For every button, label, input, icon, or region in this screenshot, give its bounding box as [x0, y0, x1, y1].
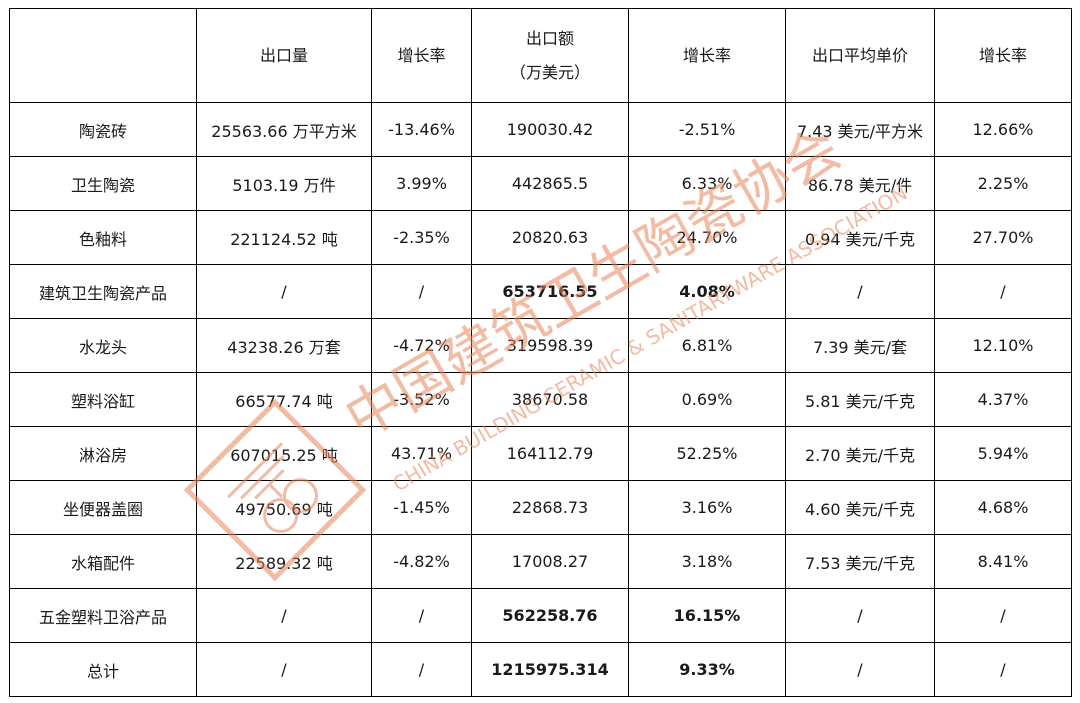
cell-price-growth: 2.25%	[934, 156, 1072, 211]
cell-volume-growth: 43.71%	[371, 426, 472, 481]
cell-volume-growth: -13.46%	[371, 102, 472, 157]
cell-export-volume: 5103.19 万件	[196, 156, 372, 211]
cell-export-value: 562258.76	[471, 588, 629, 643]
cell-export-value: 38670.58	[471, 372, 629, 427]
cell-row-name: 塑料浴缸	[9, 372, 197, 427]
cell-export-value: 442865.5	[471, 156, 629, 211]
cell-volume-growth: -1.45%	[371, 480, 472, 535]
cell-avg-price: 2.70 美元/千克	[785, 426, 935, 481]
cell-row-name: 淋浴房	[9, 426, 197, 481]
table-row: 淋浴房 607015.25 吨 43.71% 164112.79 52.25% 2.70 …	[9, 426, 1072, 481]
header-export-value-unit: （万美元）	[509, 62, 590, 82]
cell-price-growth: 27.70%	[934, 210, 1072, 265]
cell-export-volume: /	[196, 264, 372, 319]
cell-price-growth: 4.37%	[934, 372, 1072, 427]
cell-avg-price: 7.53 美元/千克	[785, 534, 935, 589]
cell-row-name: 色釉料	[9, 210, 197, 265]
cell-price-growth: 12.66%	[934, 102, 1072, 157]
cell-row-name: 坐便器盖圈	[9, 480, 197, 535]
cell-value-growth: 9.33%	[628, 642, 786, 697]
cell-export-value: 17008.27	[471, 534, 629, 589]
cell-value-growth: 3.18%	[628, 534, 786, 589]
table-row: 总计 //1215975.314 9.33% / /	[9, 642, 1072, 697]
cell-export-value: 164112.79	[471, 426, 629, 481]
cell-export-value: 22868.73	[471, 480, 629, 535]
cell-row-name: 建筑卫生陶瓷产品	[9, 264, 197, 319]
cell-value-growth: 3.16%	[628, 480, 786, 535]
cell-row-name: 五金塑料卫浴产品	[9, 588, 197, 643]
cell-avg-price: 7.39 美元/套	[785, 318, 935, 373]
cell-row-name: 水箱配件	[9, 534, 197, 589]
table-row: 水箱配件 22589.32 吨 -4.82% 17008.27 3.18% 7.53 美元…	[9, 534, 1072, 589]
header-avg-price: 出口平均单价	[785, 8, 935, 103]
header-value-growth: 增长率	[628, 8, 786, 103]
cell-export-value: 1215975.314	[471, 642, 629, 697]
header-export-value: 出口额 （万美元）	[471, 8, 629, 103]
cell-value-growth: 4.08%	[628, 264, 786, 319]
cell-export-volume: /	[196, 588, 372, 643]
cell-export-value: 319598.39	[471, 318, 629, 373]
cell-export-volume: 49750.69 吨	[196, 480, 372, 535]
cell-export-volume: 22589.32 吨	[196, 534, 372, 589]
cell-row-name: 陶瓷砖	[9, 102, 197, 157]
table-row: 建筑卫生陶瓷产品 //653716.55 4.08% / /	[9, 264, 1072, 319]
table-row: 坐便器盖圈 49750.69 吨 -1.45% 22868.73 3.16% 4.60 美…	[9, 480, 1072, 535]
cell-price-growth: 4.68%	[934, 480, 1072, 535]
cell-row-name: 卫生陶瓷	[9, 156, 197, 211]
cell-volume-growth: /	[371, 642, 472, 697]
cell-avg-price: /	[785, 264, 935, 319]
export-table: 出口量 增长率 出口额 （万美元） 增长率 出口平均单价 增长率 陶瓷砖 2556…	[9, 8, 1072, 697]
cell-avg-price: 86.78 美元/件	[785, 156, 935, 211]
cell-avg-price: /	[785, 642, 935, 697]
cell-export-value: 190030.42	[471, 102, 629, 157]
cell-volume-growth: /	[371, 588, 472, 643]
cell-value-growth: 6.33%	[628, 156, 786, 211]
cell-volume-growth: 3.99%	[371, 156, 472, 211]
header-export-volume: 出口量	[196, 8, 372, 103]
table-row: 色釉料 221124.52 吨 -2.35% 20820.63 24.70% 0.94 美…	[9, 210, 1072, 265]
cell-volume-growth: /	[371, 264, 472, 319]
table-row: 五金塑料卫浴产品 //562258.76 16.15% / /	[9, 588, 1072, 643]
cell-volume-growth: -3.52%	[371, 372, 472, 427]
cell-export-volume: 66577.74 吨	[196, 372, 372, 427]
table-row: 塑料浴缸 66577.74 吨 -3.52% 38670.58 0.69% 5.81 美元…	[9, 372, 1072, 427]
cell-value-growth: 16.15%	[628, 588, 786, 643]
cell-volume-growth: -2.35%	[371, 210, 472, 265]
table-header-row: 出口量 增长率 出口额 （万美元） 增长率 出口平均单价 增长率	[9, 8, 1072, 103]
cell-export-volume: 607015.25 吨	[196, 426, 372, 481]
cell-row-name: 总计	[9, 642, 197, 697]
cell-export-volume: /	[196, 642, 372, 697]
cell-avg-price: 5.81 美元/千克	[785, 372, 935, 427]
cell-export-volume: 43238.26 万套	[196, 318, 372, 373]
cell-price-growth: 5.94%	[934, 426, 1072, 481]
table-row: 陶瓷砖 25563.66 万平方米 -13.46% 190030.42 -2.51% 7.…	[9, 102, 1072, 157]
cell-avg-price: /	[785, 588, 935, 643]
cell-export-value: 653716.55	[471, 264, 629, 319]
cell-avg-price: 4.60 美元/千克	[785, 480, 935, 535]
cell-value-growth: 52.25%	[628, 426, 786, 481]
cell-export-volume: 25563.66 万平方米	[196, 102, 372, 157]
header-price-growth: 增长率	[934, 8, 1072, 103]
cell-avg-price: 0.94 美元/千克	[785, 210, 935, 265]
cell-volume-growth: -4.82%	[371, 534, 472, 589]
cell-volume-growth: -4.72%	[371, 318, 472, 373]
cell-value-growth: -2.51%	[628, 102, 786, 157]
cell-avg-price: 7.43 美元/平方米	[785, 102, 935, 157]
header-blank	[9, 8, 197, 103]
cell-price-growth: 8.41%	[934, 534, 1072, 589]
cell-row-name: 水龙头	[9, 318, 197, 373]
cell-price-growth: /	[934, 264, 1072, 319]
cell-price-growth: /	[934, 642, 1072, 697]
cell-value-growth: 0.69%	[628, 372, 786, 427]
cell-export-value: 20820.63	[471, 210, 629, 265]
cell-price-growth: 12.10%	[934, 318, 1072, 373]
cell-value-growth: 24.70%	[628, 210, 786, 265]
cell-price-growth: /	[934, 588, 1072, 643]
header-volume-growth: 增长率	[371, 8, 472, 103]
table-row: 卫生陶瓷 5103.19 万件 3.99% 442865.5 6.33% 86.78 美元…	[9, 156, 1072, 211]
header-export-value-title: 出口额	[525, 29, 574, 49]
cell-export-volume: 221124.52 吨	[196, 210, 372, 265]
table-row: 水龙头 43238.26 万套 -4.72% 319598.39 6.81% 7.39 美…	[9, 318, 1072, 373]
cell-value-growth: 6.81%	[628, 318, 786, 373]
